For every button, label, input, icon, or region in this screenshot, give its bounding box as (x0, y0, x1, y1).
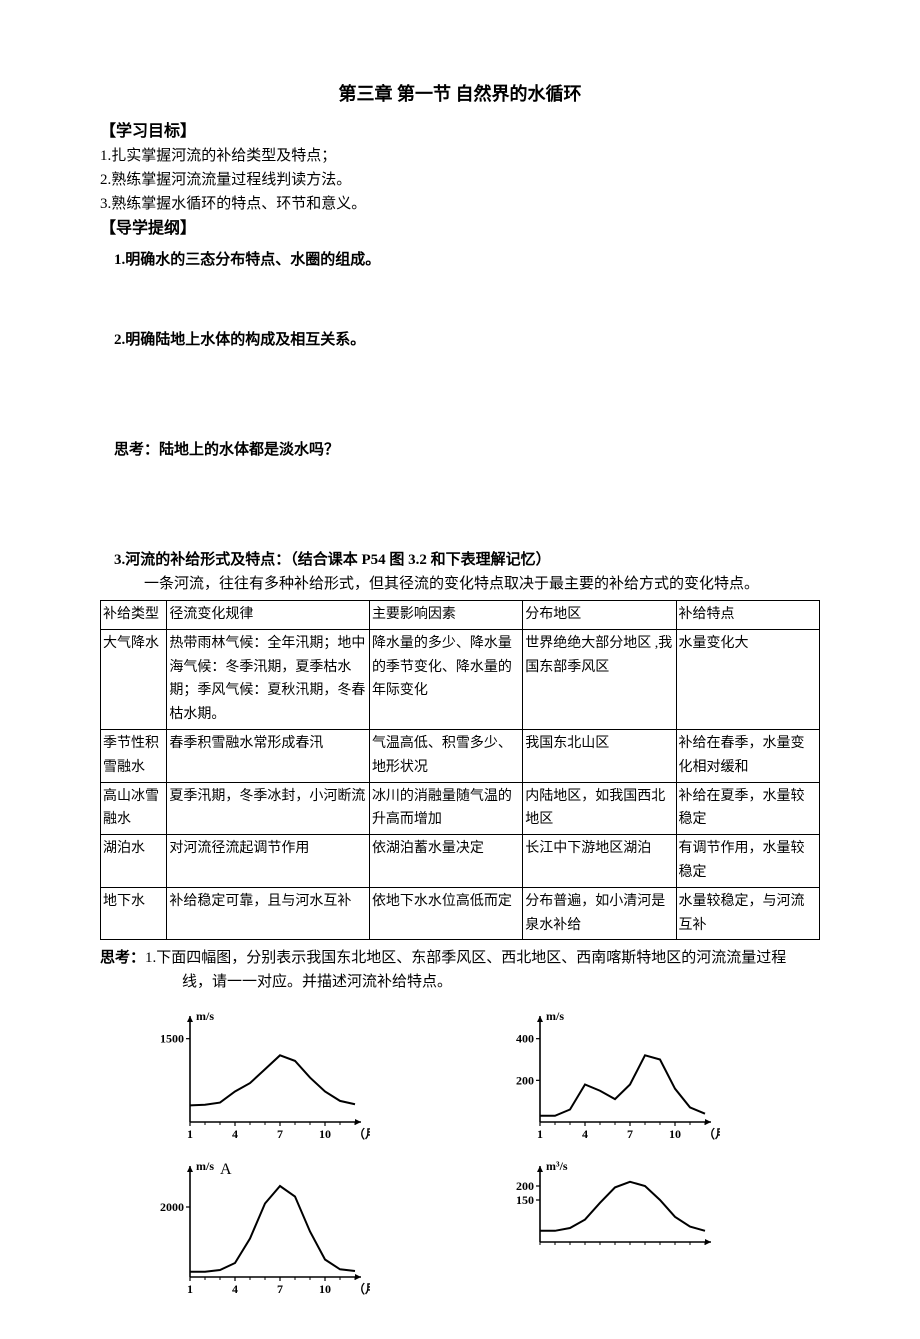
svg-text:A: A (220, 1161, 232, 1178)
table-row: 季节性积雪融水 春季积雪融水常形成春汛 气温高低、积雪多少、地形状况 我国东北山… (101, 729, 820, 782)
th-factor: 主要影响因素 (369, 600, 522, 629)
svg-text:200: 200 (516, 1074, 534, 1088)
svg-text:m/s: m/s (546, 1009, 564, 1023)
svg-text:1: 1 (187, 1127, 193, 1141)
chart-3: m/s 2000 1 4 7 10 （月） A (140, 1154, 370, 1299)
outline-1-text: 1.明确水的三态分布特点、水圈的组成。 (114, 252, 380, 268)
svg-text:4: 4 (582, 1127, 588, 1141)
table-header-row: 补给类型 径流变化规律 主要影响因素 分布地区 补给特点 (101, 600, 820, 629)
cell: 季节性积雪融水 (101, 729, 167, 782)
outline-3-sub: 一条河流，往往有多种补给形式，但其径流的变化特点取决于最主要的补给方式的变化特点… (144, 572, 820, 596)
cell: 水量较稳定，与河流互补 (676, 887, 819, 940)
th-runoff: 径流变化规律 (167, 600, 370, 629)
cell: 冰川的消融量随气温的升高而增加 (369, 782, 522, 835)
cell: 热带雨林气候：全年汛期；地中海气候：冬季汛期，夏季枯水期；季风气候：夏秋汛期，冬… (167, 629, 370, 729)
chart-4: m³/s 150200 (490, 1154, 720, 1264)
svg-text:400: 400 (516, 1032, 534, 1046)
outline-heading: 【导学提纲】 (100, 216, 820, 242)
chart-1: m/s 1500 1 4 7 10 （月） (140, 1004, 370, 1144)
cell: 高山冰雪融水 (101, 782, 167, 835)
svg-text:10: 10 (669, 1127, 681, 1141)
think-2-label: 思考： (100, 950, 145, 966)
table-row: 大气降水 热带雨林气候：全年汛期；地中海气候：冬季汛期，夏季枯水期；季风气候：夏… (101, 629, 820, 729)
svg-text:7: 7 (277, 1282, 283, 1296)
think-1: 思考：陆地上的水体都是淡水吗？ (114, 438, 820, 462)
svg-text:m/s: m/s (196, 1009, 214, 1023)
cell: 对河流径流起调节作用 (167, 835, 370, 888)
outline-2-text: 2.明确陆地上水体的构成及相互关系。 (114, 332, 365, 348)
svg-text:200: 200 (516, 1179, 534, 1193)
cell: 长江中下游地区湖泊 (523, 835, 676, 888)
cell: 我国东北山区 (523, 729, 676, 782)
cell: 地下水 (101, 887, 167, 940)
svg-text:4: 4 (232, 1127, 238, 1141)
svg-text:150: 150 (516, 1193, 534, 1207)
think-2: 思考：1.下面四幅图，分别表示我国东北地区、东部季风区、西北地区、西南喀斯特地区… (100, 946, 820, 970)
svg-text:1: 1 (187, 1282, 193, 1296)
cell: 春季积雪融水常形成春汛 (167, 729, 370, 782)
chart-row-2: m/s 2000 1 4 7 10 （月） A m³/s 150200 (140, 1154, 820, 1299)
table-row: 湖泊水 对河流径流起调节作用 依湖泊蓄水量决定 长江中下游地区湖泊 有调节作用，… (101, 835, 820, 888)
supply-table: 补给类型 径流变化规律 主要影响因素 分布地区 补给特点 大气降水 热带雨林气候… (100, 600, 820, 940)
table-row: 高山冰雪融水 夏季汛期，冬季冰封，小河断流 冰川的消融量随气温的升高而增加 内陆… (101, 782, 820, 835)
svg-text:7: 7 (277, 1127, 283, 1141)
svg-text:（月）: （月） (353, 1126, 370, 1141)
outline-2: 2.明确陆地上水体的构成及相互关系。 (114, 328, 820, 352)
goal-2: 2.熟练掌握河流流量过程线判读方法。 (100, 168, 820, 192)
cell: 湖泊水 (101, 835, 167, 888)
cell: 补给稳定可靠，且与河水互补 (167, 887, 370, 940)
cell: 有调节作用，水量较稳定 (676, 835, 819, 888)
cell: 夏季汛期，冬季冰封，小河断流 (167, 782, 370, 835)
cell: 分布普遍，如小清河是泉水补给 (523, 887, 676, 940)
svg-text:m³/s: m³/s (546, 1159, 568, 1173)
svg-text:10: 10 (319, 1127, 331, 1141)
think-2-text2: 线，请一一对应。并描述河流补给特点。 (182, 970, 820, 994)
charts-container: m/s 1500 1 4 7 10 （月） m/s 200 400 1 4 7 10 （月） m/s 200… (100, 1004, 820, 1299)
goal-3: 3.熟练掌握水循环的特点、环节和意义。 (100, 192, 820, 216)
table-row: 地下水 补给稳定可靠，且与河水互补 依地下水水位高低而定 分布普遍，如小清河是泉… (101, 887, 820, 940)
goal-1: 1.扎实掌握河流的补给类型及特点； (100, 144, 820, 168)
svg-text:（月）: （月） (703, 1126, 720, 1141)
cell: 补给在夏季，水量较稳定 (676, 782, 819, 835)
cell: 降水量的多少、降水量的季节变化、降水量的年际变化 (369, 629, 522, 729)
svg-text:10: 10 (319, 1282, 331, 1296)
cell: 补给在春季，水量变化相对缓和 (676, 729, 819, 782)
cell: 大气降水 (101, 629, 167, 729)
svg-text:（月）: （月） (353, 1281, 370, 1296)
svg-text:7: 7 (627, 1127, 633, 1141)
chart-2: m/s 200 400 1 4 7 10 （月） (490, 1004, 720, 1144)
svg-text:1: 1 (537, 1127, 543, 1141)
cell: 内陆地区，如我国西北地区 (523, 782, 676, 835)
svg-text:2000: 2000 (160, 1200, 184, 1214)
th-type: 补给类型 (101, 600, 167, 629)
outline-1: 1.明确水的三态分布特点、水圈的组成。 (114, 248, 820, 272)
outline-3-text: 3.河流的补给形式及特点：（结合课本 P54 图 3.2 和下表理解记忆） (114, 552, 551, 568)
goals-heading: 【学习目标】 (100, 119, 820, 145)
cell: 依地下水水位高低而定 (369, 887, 522, 940)
cell: 气温高低、积雪多少、地形状况 (369, 729, 522, 782)
th-feature: 补给特点 (676, 600, 819, 629)
th-region: 分布地区 (523, 600, 676, 629)
think-2-text1: 1.下面四幅图，分别表示我国东北地区、东部季风区、西北地区、西南喀斯特地区的河流… (145, 950, 786, 966)
svg-text:m/s: m/s (196, 1159, 214, 1173)
cell: 依湖泊蓄水量决定 (369, 835, 522, 888)
cell: 世界绝绝大部分地区 ,我国东部季风区 (523, 629, 676, 729)
svg-text:1500: 1500 (160, 1032, 184, 1046)
svg-text:4: 4 (232, 1282, 238, 1296)
chart-row-1: m/s 1500 1 4 7 10 （月） m/s 200 400 1 4 7 10 （月） (140, 1004, 820, 1144)
outline-3: 3.河流的补给形式及特点：（结合课本 P54 图 3.2 和下表理解记忆） (114, 548, 820, 572)
cell: 水量变化大 (676, 629, 819, 729)
page-title: 第三章 第一节 自然界的水循环 (100, 80, 820, 109)
